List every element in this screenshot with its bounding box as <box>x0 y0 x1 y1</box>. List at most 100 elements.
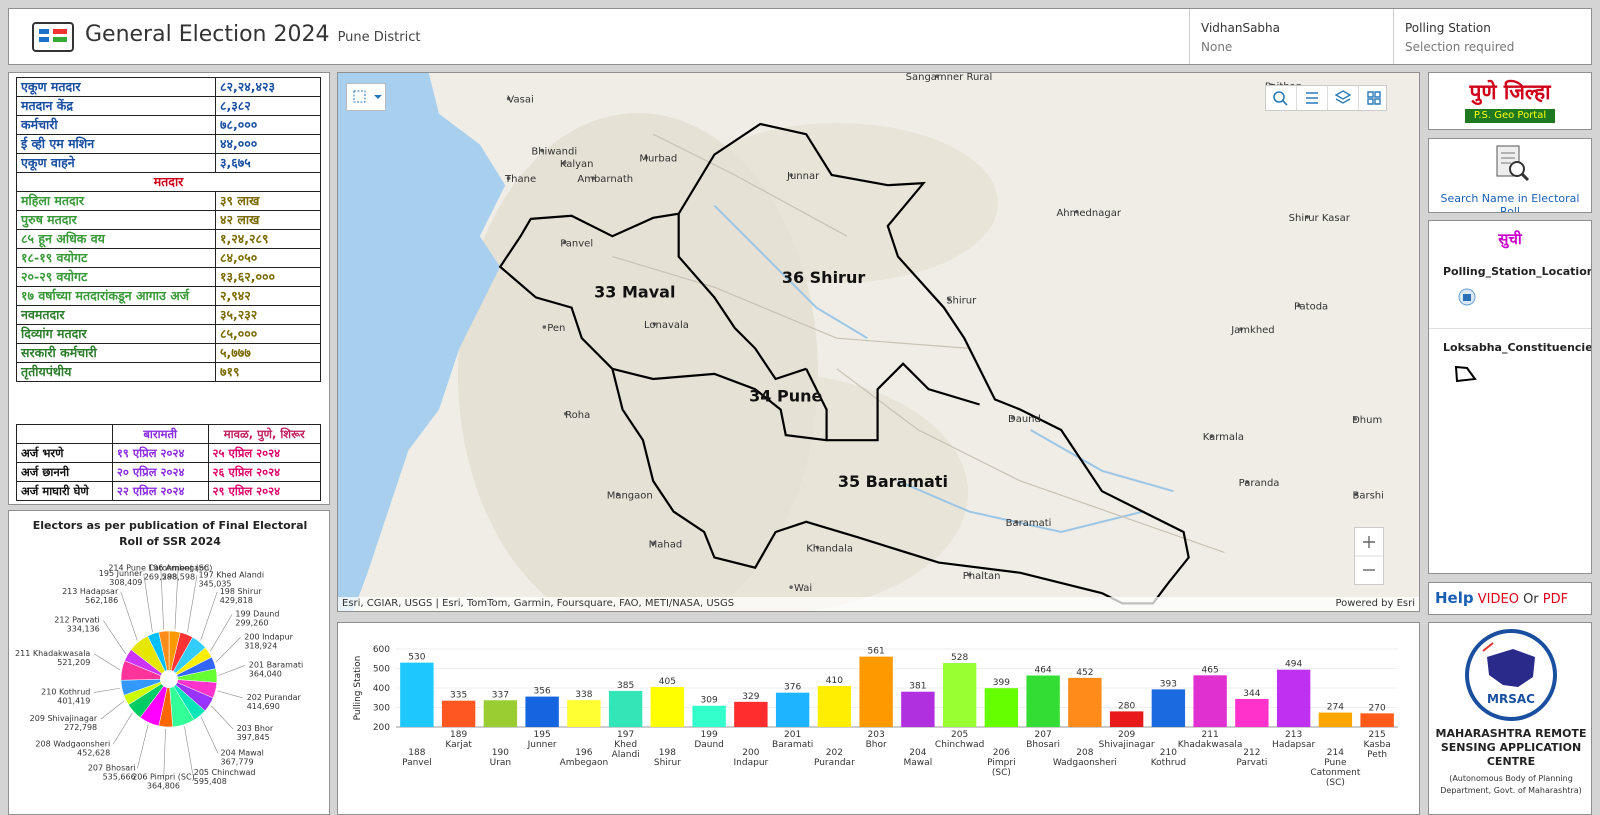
stats-row: ई व्ही एम मशिन ४४,००० <box>16 134 321 154</box>
stat-label: २०-२९ वयोगट <box>16 267 216 287</box>
stats-row: मतदार <box>16 172 321 192</box>
leader-line <box>120 591 138 641</box>
pie-category: 201 Baramati <box>249 660 303 669</box>
place-label: Panvel <box>560 238 593 249</box>
divider <box>1189 9 1190 64</box>
value-label: 270 <box>1369 703 1386 713</box>
place-dot <box>1297 303 1301 308</box>
x-tick-label: 211 Khadakwasala <box>1178 730 1243 750</box>
x-tick-label: 212 Parvati <box>1236 748 1267 768</box>
stat-label: मतदान केंद्र <box>16 96 216 116</box>
pie-value-label: 521,209 <box>57 658 90 667</box>
x-tick-line: Karjat <box>445 740 472 750</box>
value-label: 465 <box>1202 665 1219 675</box>
pie-label: 214 Pune Catonment (SC) 269,588 <box>108 564 212 582</box>
x-tick-line: 189 <box>450 730 467 740</box>
place-dot <box>506 96 511 101</box>
pie-label: 199 Daund 299,260 <box>235 609 279 627</box>
x-tick-line: 196 <box>575 748 592 758</box>
place-dot <box>1239 327 1243 331</box>
layers-button[interactable] <box>1328 86 1359 110</box>
x-tick-line: 200 <box>742 748 759 758</box>
video-link[interactable]: VIDEO <box>1477 592 1519 607</box>
value-label: 452 <box>1076 668 1093 678</box>
x-tick-label: 198 Shirur <box>654 748 681 768</box>
place-label: Junnar <box>786 171 820 182</box>
title: General Election 2024 <box>85 22 330 47</box>
y-tick-label: 400 <box>373 684 390 694</box>
stat-value: ७८,००० <box>215 115 321 135</box>
leader-line <box>200 717 219 754</box>
x-tick-line: Alandi <box>612 750 640 760</box>
field-value[interactable]: None <box>1201 40 1233 54</box>
stat-value: ८,३८२ <box>215 96 321 116</box>
pie-label: 207 Bhosari 535,666 <box>88 763 136 781</box>
pie-value-label: 401,419 <box>57 696 90 705</box>
pie-category: 197 Khed Alandi <box>198 570 264 579</box>
search-panel[interactable]: Search Name in Electoral Roll <box>1428 138 1592 213</box>
bar <box>817 686 852 727</box>
place-label: Kalyan <box>560 159 594 170</box>
basemap-button[interactable] <box>1359 86 1389 110</box>
constituency-label: 34 Pune <box>749 386 822 405</box>
schedule-row: अर्ज छाननी २० एप्रिल २०२४ २६ एप्रिल २०२४ <box>16 462 322 482</box>
stats-panel: एकूण मतदार ८२,२४,४२३ मतदान केंद्र ८,३८२ कर्म… <box>8 72 330 505</box>
pdf-link[interactable]: PDF <box>1542 592 1569 607</box>
place-dot <box>935 74 939 78</box>
bar <box>650 687 685 727</box>
layer-name[interactable]: Loksabha_Constituencies <box>1443 341 1592 354</box>
pie-value-label: 299,260 <box>235 618 268 627</box>
select-tool[interactable] <box>346 83 386 111</box>
stats-table: एकूण मतदार ८२,२४,४२३ मतदान केंद्र ८,३८२ कर्म… <box>16 77 321 382</box>
layer-name[interactable]: Polling_Station_Location <box>1443 265 1592 278</box>
place-dot <box>563 411 568 416</box>
stat-value: ८५,००० <box>215 324 321 344</box>
value-label: 376 <box>784 683 801 693</box>
zoom-in[interactable] <box>1363 536 1375 548</box>
schedule-date: २९ एप्रिल २०२४ <box>207 481 322 501</box>
value-label: 309 <box>701 696 718 706</box>
place-dot <box>1074 210 1079 214</box>
place-dot <box>562 240 567 245</box>
place-dot <box>1010 416 1015 420</box>
constituency-boundary <box>612 367 827 442</box>
bar <box>483 700 518 727</box>
stat-label: ई व्ही एम मशिन <box>16 134 216 154</box>
place-label: Murbad <box>639 154 677 165</box>
search-button[interactable] <box>1266 86 1297 110</box>
stats-row: पुरुष मतदार ४२ लाख <box>16 210 321 230</box>
place-dot <box>1353 417 1357 421</box>
stat-value: ५,७७७ <box>215 343 321 363</box>
pie-value-label: 414,690 <box>247 702 280 711</box>
legend-button[interactable] <box>1297 86 1328 110</box>
field-label: VidhanSabha <box>1201 21 1281 35</box>
place-dot <box>789 585 793 589</box>
layer-symbol <box>1458 288 1476 306</box>
x-tick-line: Uran <box>490 758 512 768</box>
place-dot <box>542 325 547 329</box>
place-label: Dhum <box>1352 415 1382 426</box>
help-label: Help <box>1435 589 1474 607</box>
search-link[interactable]: Search Name in Electoral Roll <box>1440 192 1580 213</box>
logo <box>32 22 74 52</box>
value-label: 337 <box>492 690 509 700</box>
divider <box>1393 9 1394 64</box>
place-label: Daund <box>1008 414 1041 425</box>
place-dot <box>967 573 972 577</box>
constituency-boundary <box>677 213 807 381</box>
pie-slice <box>158 630 170 680</box>
field-value[interactable]: Selection required <box>1405 40 1515 54</box>
pie-value-label: 452,628 <box>77 748 110 757</box>
pie-category: 202 Purandar <box>247 693 302 702</box>
bar <box>1318 712 1353 727</box>
org-panel: MRSAC MAHARASHTRA REMOTE SENSING APPLICA… <box>1428 622 1592 815</box>
icon <box>1367 91 1381 105</box>
x-tick-label: 207 Bhosari <box>1026 730 1060 750</box>
x-tick-line: Purandar <box>814 758 855 768</box>
bar <box>441 700 476 727</box>
constituency-label: 35 Baramati <box>838 472 948 491</box>
sea <box>338 73 506 611</box>
stats-row: दिव्यांग मतदार ८५,००० <box>16 324 321 344</box>
pie-value-label: 334,136 <box>67 624 100 633</box>
